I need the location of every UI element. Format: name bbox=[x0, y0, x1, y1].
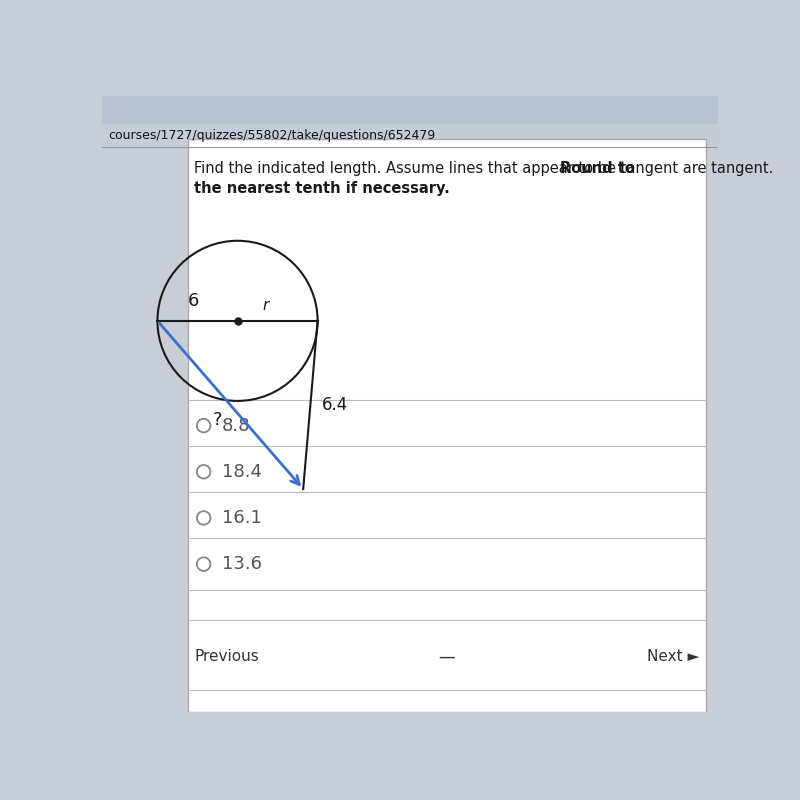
Text: 8.8: 8.8 bbox=[222, 417, 250, 434]
Text: Next ►: Next ► bbox=[647, 649, 699, 664]
FancyBboxPatch shape bbox=[102, 96, 718, 124]
FancyBboxPatch shape bbox=[188, 139, 706, 712]
Text: Round to: Round to bbox=[560, 161, 634, 176]
Text: 16.1: 16.1 bbox=[222, 509, 262, 527]
Text: 18.4: 18.4 bbox=[222, 462, 262, 481]
Text: the nearest tenth if necessary.: the nearest tenth if necessary. bbox=[194, 181, 450, 196]
Text: 13.6: 13.6 bbox=[222, 555, 262, 573]
Text: Find the indicated length. Assume lines that appear to be tangent are tangent.: Find the indicated length. Assume lines … bbox=[194, 161, 778, 176]
Text: courses/1727/quizzes/55802/take/questions/652479: courses/1727/quizzes/55802/take/question… bbox=[108, 129, 435, 142]
Text: 6.4: 6.4 bbox=[322, 396, 348, 414]
Text: 6: 6 bbox=[188, 292, 199, 310]
Text: —: — bbox=[438, 647, 455, 666]
Text: ?: ? bbox=[214, 411, 222, 429]
Text: r: r bbox=[262, 298, 269, 314]
FancyBboxPatch shape bbox=[102, 124, 718, 146]
Text: Previous: Previous bbox=[194, 649, 259, 664]
